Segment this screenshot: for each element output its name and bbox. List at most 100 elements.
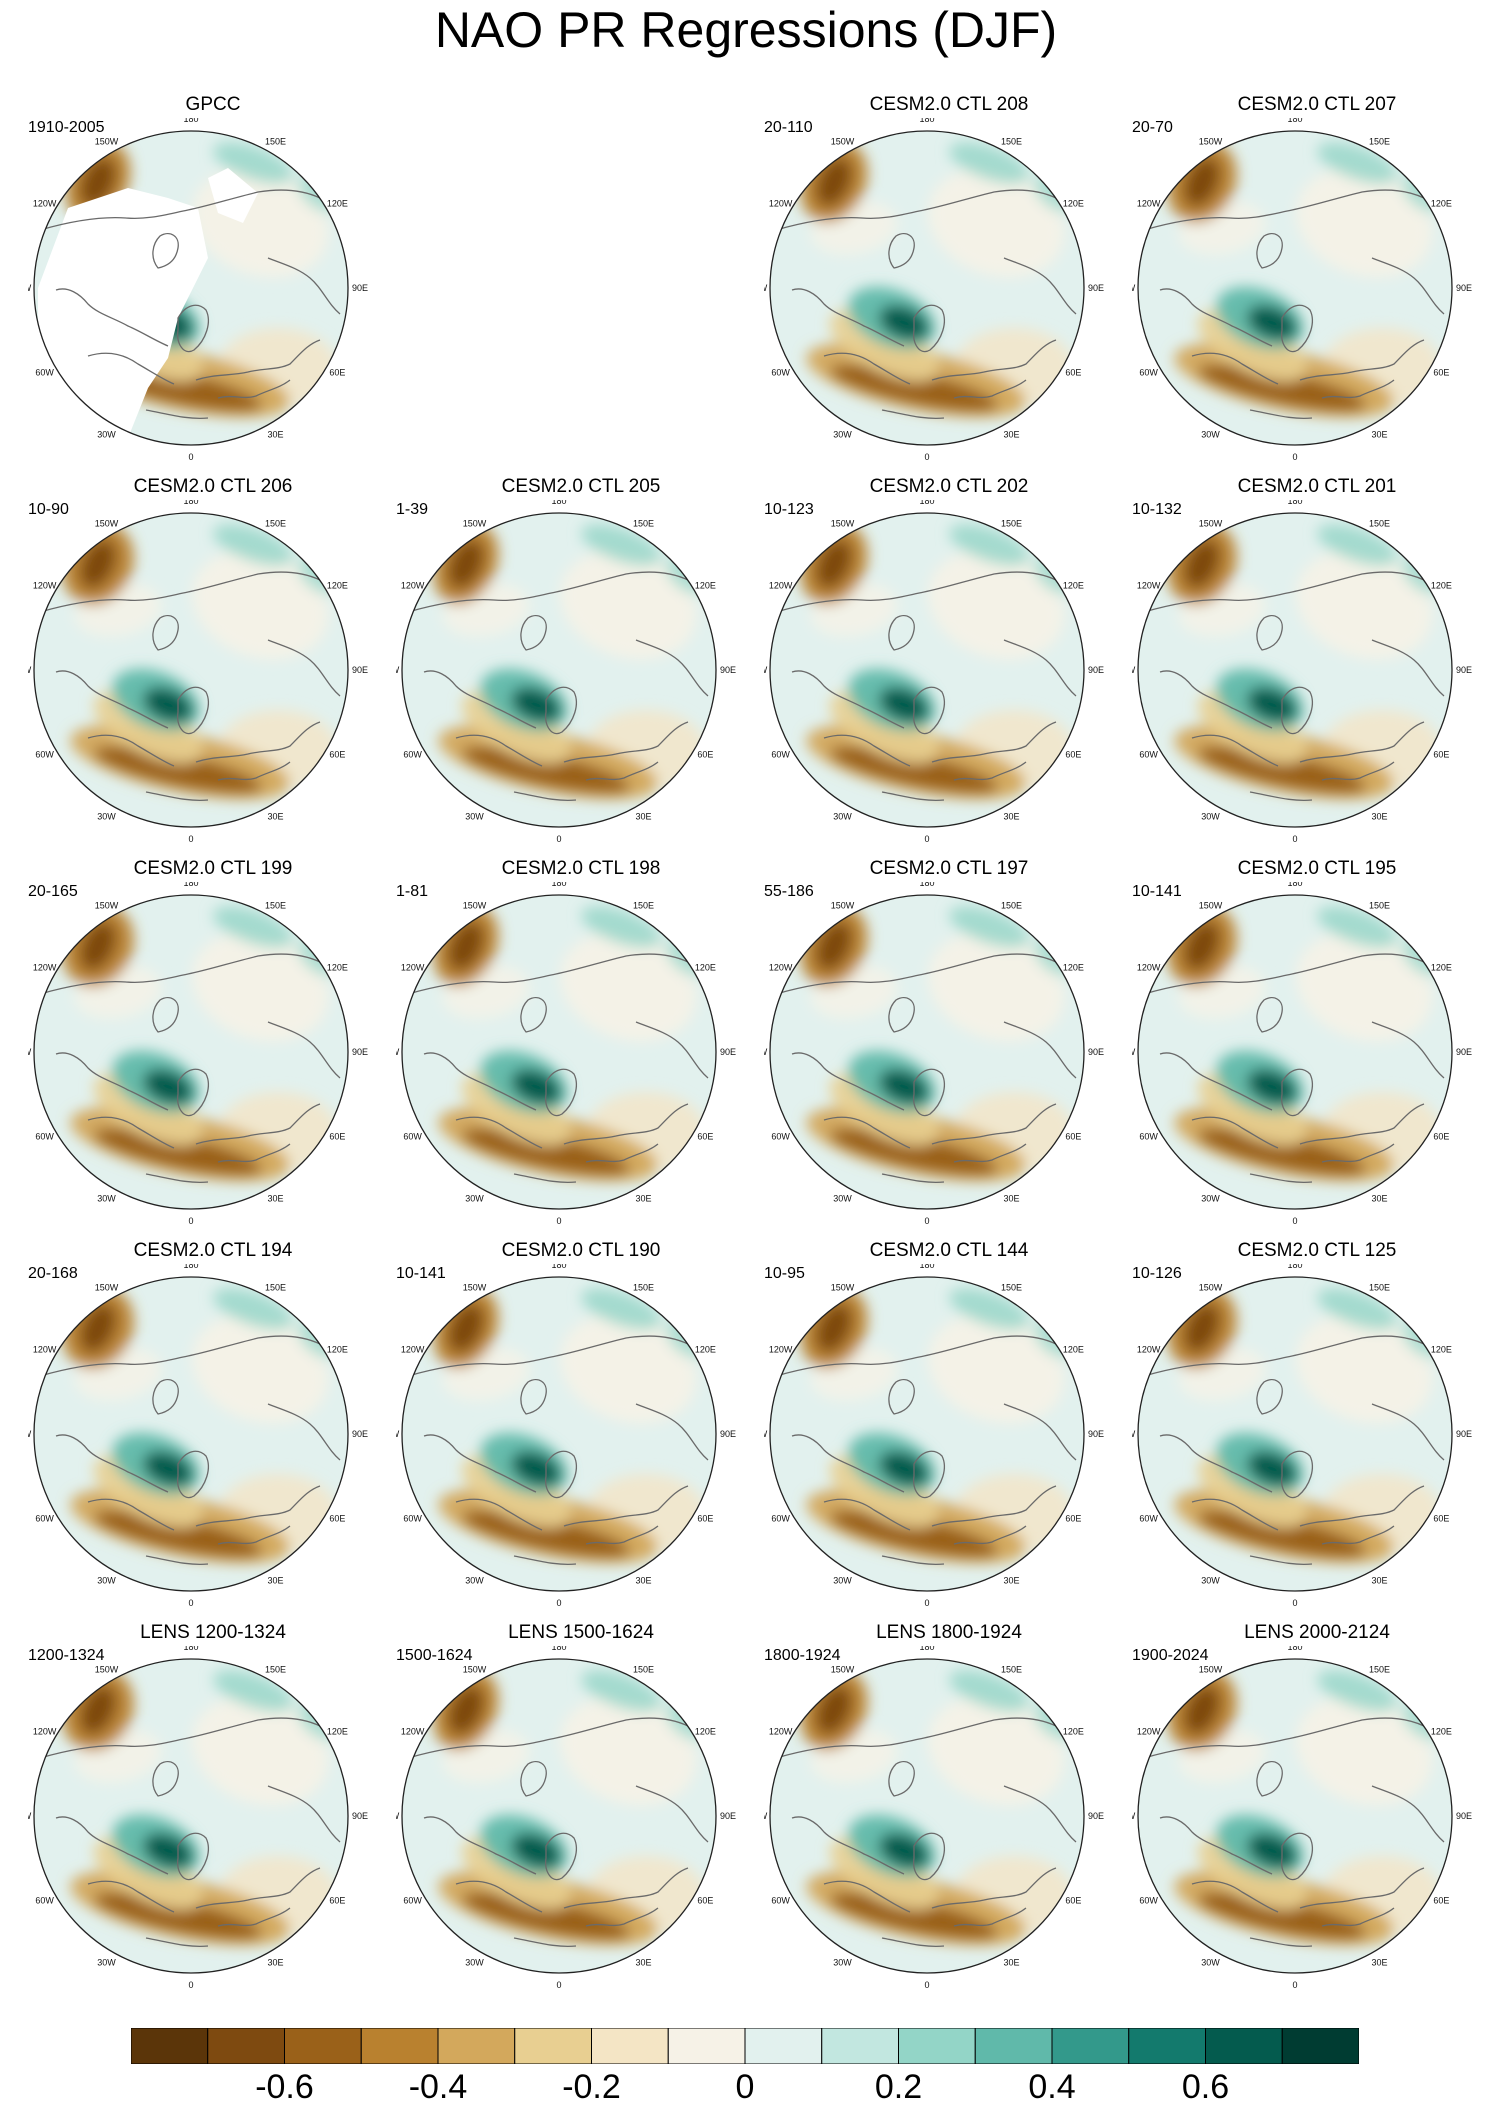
longitude-label: 180 <box>1287 118 1302 124</box>
coastline <box>455 1498 543 1531</box>
longitude-label: 60E <box>1065 750 1081 760</box>
coastline <box>1143 189 1425 231</box>
longitude-label: 90W <box>764 283 768 293</box>
longitude-label: 120E <box>695 1345 716 1355</box>
coastline <box>520 1379 547 1415</box>
panel-period: 1200-1324 <box>28 1647 105 1664</box>
coastline <box>1256 1379 1283 1415</box>
longitude-label: 120W <box>401 1345 425 1355</box>
longitude-label: 90E <box>720 1429 736 1439</box>
longitude-label: 150W <box>831 137 855 147</box>
anomaly-blob <box>1197 746 1367 794</box>
anomaly-blob <box>1197 1510 1367 1558</box>
map-field <box>402 1659 716 1973</box>
anomaly-blob <box>1197 1455 1307 1529</box>
map-field <box>770 895 1084 1209</box>
panel-title: LENS 1800-1924 <box>876 1622 1022 1643</box>
coastline <box>407 953 689 995</box>
polar-map: 180 150E 120E 90E 60E 30E 0 30W 60W 90W 120W 150W <box>1132 882 1472 1226</box>
anomaly-blob <box>815 1685 853 1735</box>
coastline <box>881 1555 945 1566</box>
anomaly-blob <box>191 1314 329 1424</box>
map-boundary <box>1137 130 1453 446</box>
anomaly-blob <box>559 1314 697 1424</box>
longitude-label: 180 <box>551 1264 566 1270</box>
colorbar-swatch <box>744 2028 823 2064</box>
longitude-label: 0 <box>1292 452 1297 462</box>
polar-map: 180 150E 120E 90E 60E 30E 0 30W 60W 90W 120W 150W <box>28 500 368 844</box>
coastline <box>39 1335 321 1377</box>
polar-map: 180 150E 120E 90E 60E 30E 0 30W 60W 90W 120W 150W <box>28 118 368 462</box>
anomaly-blob <box>581 906 661 948</box>
missing-data-mask <box>38 188 208 438</box>
longitude-label: 60E <box>1065 1514 1081 1524</box>
coastline <box>791 1816 905 1875</box>
longitude-label: 150W <box>831 901 855 911</box>
longitude-label: 60E <box>329 1896 345 1906</box>
map-boundary <box>33 130 349 446</box>
longitude-label: 90E <box>1456 665 1472 675</box>
polar-map: 180 150E 120E 90E 60E 30E 0 30W 60W 90W 120W 150W <box>28 882 368 1226</box>
anomaly-blob <box>949 906 1029 948</box>
longitude-label: 150E <box>1001 1283 1022 1293</box>
longitude-label: 30W <box>97 429 116 439</box>
longitude-label: 150W <box>95 1665 119 1675</box>
coastline <box>823 1116 911 1149</box>
coastline <box>635 1021 709 1079</box>
longitude-label: 30E <box>1371 1575 1387 1585</box>
coastline <box>267 1403 341 1461</box>
longitude-label: 30W <box>1201 1957 1220 1967</box>
longitude-label: 150E <box>1369 1283 1390 1293</box>
longitude-label: 60E <box>697 1514 713 1524</box>
longitude-label: 60W <box>35 368 54 378</box>
longitude-label: 90W <box>28 1811 32 1821</box>
anomaly-blob <box>1197 1837 1307 1911</box>
coastline <box>931 1485 1057 1527</box>
panel-period: 10-141 <box>396 1265 446 1282</box>
longitude-label: 60W <box>403 1132 422 1142</box>
longitude-label: 120W <box>769 199 793 209</box>
coastline <box>1191 734 1279 767</box>
map-panel: CESM2.0 CTL 199 20-165 180 150E 120E 90E 60E 30… <box>28 858 398 1238</box>
coastline <box>267 1785 341 1843</box>
anomaly-blob <box>93 1837 203 1911</box>
anomaly-blob <box>213 142 293 184</box>
longitude-label: 60W <box>771 368 790 378</box>
longitude-label: 150E <box>1001 1665 1022 1675</box>
longitude-label: 120E <box>1063 1727 1084 1737</box>
coastline <box>953 1525 1027 1545</box>
longitude-label: 150W <box>95 901 119 911</box>
anomaly-blob <box>559 1696 697 1806</box>
longitude-label: 30E <box>635 811 651 821</box>
anomaly-blob <box>447 539 485 589</box>
longitude-label: 120W <box>33 1345 57 1355</box>
map-field <box>1138 1659 1452 1973</box>
longitude-label: 60W <box>1139 1896 1158 1906</box>
longitude-label: 90E <box>1088 665 1104 675</box>
longitude-label: 30E <box>1371 1957 1387 1967</box>
map-panel: CESM2.0 CTL 125 10-126 180 150E 120E 90E 60E 30… <box>1132 1240 1492 1620</box>
coastline <box>1191 1498 1279 1531</box>
longitude-label: 90W <box>1132 283 1136 293</box>
longitude-label: 180 <box>551 1646 566 1652</box>
anomaly-blob <box>93 1128 263 1176</box>
longitude-label: 30E <box>1003 1193 1019 1203</box>
anomaly-blob <box>213 906 293 948</box>
coastline <box>87 1116 175 1149</box>
coastline <box>455 1116 543 1149</box>
anomaly-blob <box>1317 142 1397 184</box>
longitude-label: 90E <box>1456 1429 1472 1439</box>
map-panel: LENS 1800-1924 1800-1924 180 150E 120E 90E 60E… <box>764 1622 1134 2002</box>
anomaly-blob <box>213 1288 293 1330</box>
map-field <box>34 1659 348 1973</box>
colorbar-swatch <box>1128 2028 1206 2064</box>
panel-title: CESM2.0 CTL 190 <box>501 1240 661 1261</box>
coastline <box>1159 670 1273 729</box>
coastline <box>881 409 945 420</box>
map-boundary <box>1137 512 1453 828</box>
polar-map: 180 150E 120E 90E 60E 30E 0 30W 60W 90W 120W 150W <box>764 500 1104 844</box>
longitude-label: 30E <box>1003 1957 1019 1967</box>
longitude-label: 0 <box>188 1216 193 1226</box>
panel-title: CESM2.0 CTL 207 <box>1237 94 1397 115</box>
panel-period: 10-132 <box>1132 501 1182 518</box>
